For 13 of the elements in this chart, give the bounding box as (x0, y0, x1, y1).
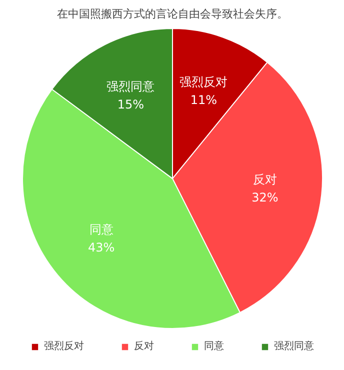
data-label: 43% (88, 240, 115, 254)
data-label: 11% (190, 92, 218, 107)
legend-label: 强烈同意 (274, 340, 314, 353)
legend-label: 强烈反对 (44, 340, 84, 353)
chart-title: 在中国照搬西方式的言论自由会导致社会失序。 (57, 8, 288, 20)
slice-label: 强烈同意 (106, 79, 155, 94)
slice-label: 反对 (252, 172, 277, 187)
slice-label: 强烈反对 (180, 74, 228, 89)
legend-label: 同意 (204, 340, 224, 353)
data-label: 15% (117, 97, 144, 112)
legend-label: 反对 (134, 340, 154, 353)
slice-label: 同意 (89, 222, 114, 236)
data-label: 32% (252, 190, 278, 205)
